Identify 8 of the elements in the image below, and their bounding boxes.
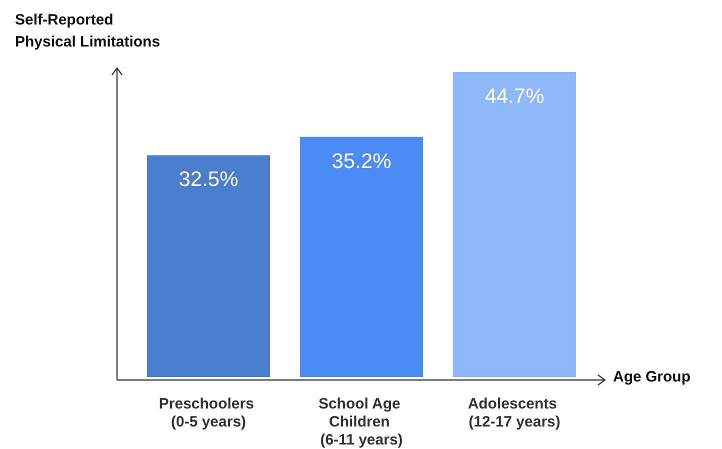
y-axis-title: Self-Reported Physical Limitations	[15, 12, 160, 50]
x-axis-title: Age Group	[613, 368, 690, 386]
x-tick-label: Adolescents (12-17 years)	[468, 396, 562, 430]
data-label: 32.5%	[178, 168, 238, 192]
x-tick-label: School Age Children (6-11 years)	[318, 396, 405, 448]
data-label: 44.7%	[484, 85, 544, 108]
x-tick-label: Preschoolers (0-5 years)	[158, 396, 258, 430]
data-label: 35.2%	[332, 150, 392, 173]
